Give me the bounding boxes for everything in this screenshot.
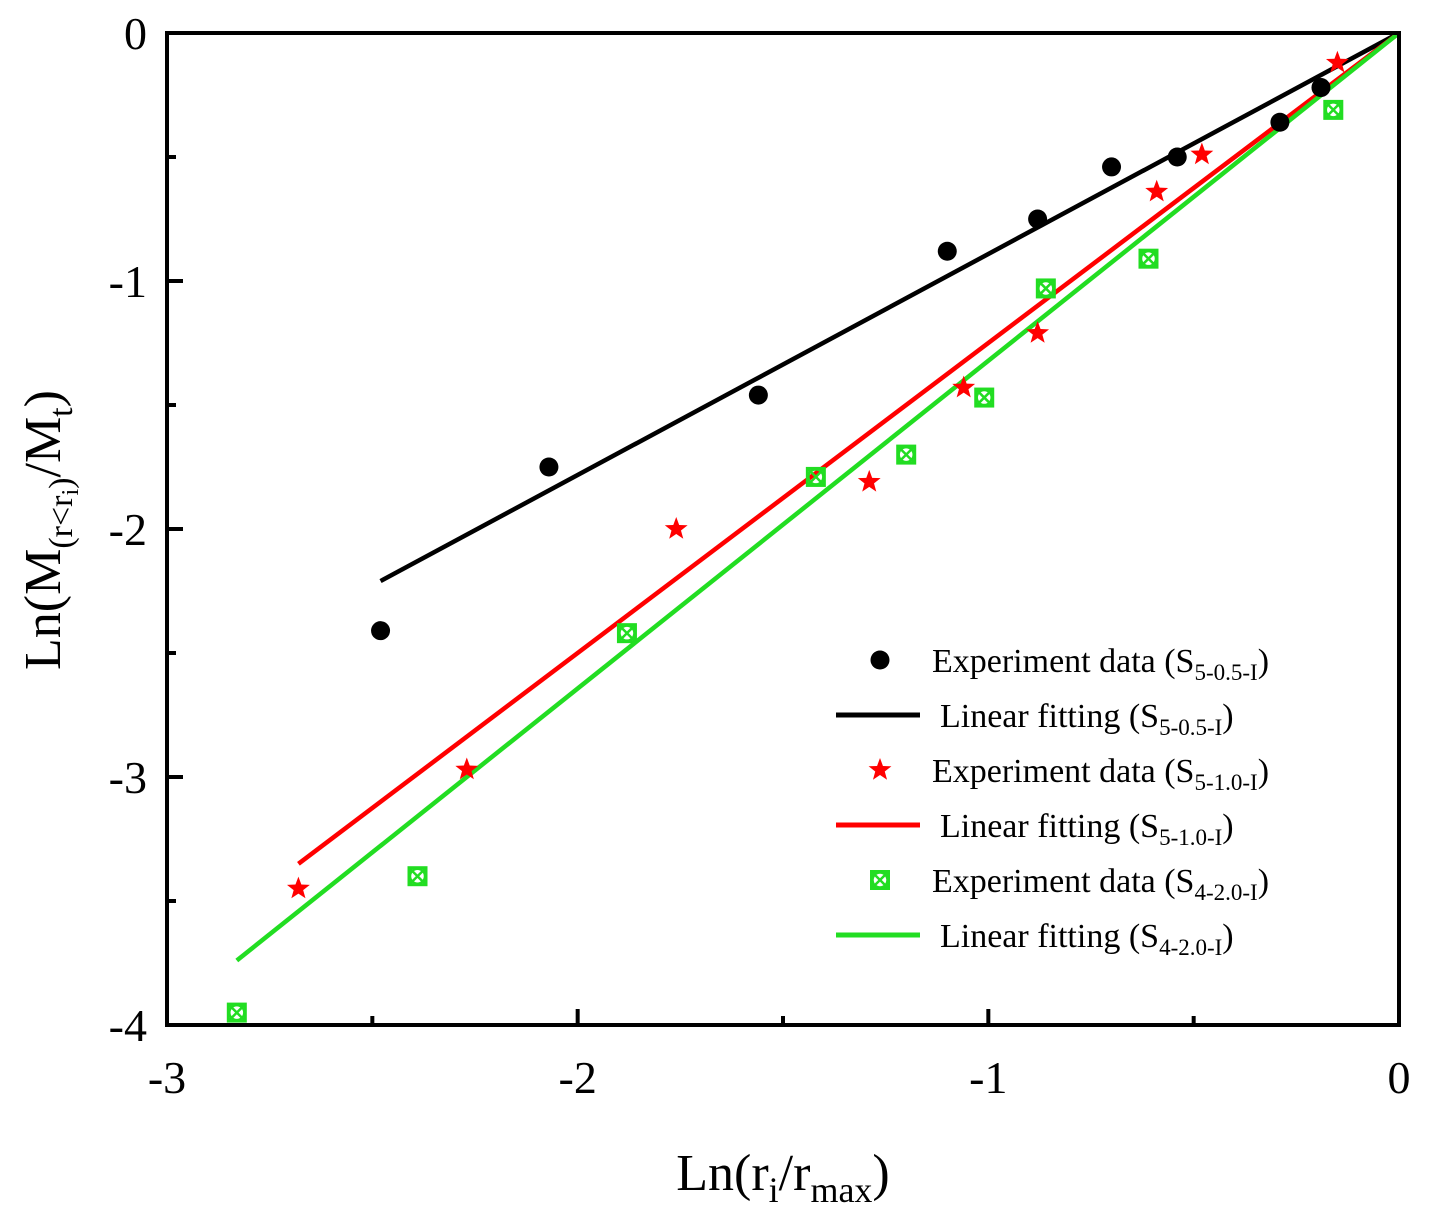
tick-labels: -3 -2 -1 0-4-3-2-10 bbox=[109, 8, 1411, 1103]
crossed-square-marker bbox=[616, 623, 637, 644]
legend-entry: Experiment data (S5-1.0-I) bbox=[868, 753, 1269, 795]
legend-entry: Linear fitting (S5-0.5-I) bbox=[836, 698, 1234, 740]
legend-label: Experiment data (S5-1.0-I) bbox=[932, 753, 1269, 795]
crossed-square-marker bbox=[805, 466, 826, 487]
legend-label: Experiment data (S5-0.5-I) bbox=[932, 643, 1269, 685]
legend: Experiment data (S5-0.5-I) Linear fitting… bbox=[836, 643, 1269, 960]
legend-entry: Experiment data (S5-0.5-I) bbox=[870, 643, 1269, 685]
x-tick-label: -1 bbox=[969, 1052, 1007, 1103]
x-tick-label: -2 bbox=[559, 1052, 597, 1103]
plot-frame bbox=[165, 31, 1401, 1027]
y-tick-label: 0 bbox=[124, 8, 147, 59]
circle-marker bbox=[1311, 78, 1331, 98]
legend-marker-swatch bbox=[870, 650, 890, 670]
legend-label: Experiment data (S4-2.0-I) bbox=[932, 863, 1269, 905]
star-marker bbox=[1026, 321, 1050, 343]
x-axis-title: Ln(ri/rmax) bbox=[676, 1145, 890, 1210]
legend-label: Linear fitting (S5-1.0-I) bbox=[940, 808, 1234, 850]
x-tick-label: 0 bbox=[1388, 1052, 1411, 1103]
legend-label: Linear fitting (S5-0.5-I) bbox=[940, 698, 1234, 740]
fit-line bbox=[297, 31, 1401, 866]
fit-line bbox=[379, 31, 1401, 584]
star-marker bbox=[664, 517, 688, 539]
crossed-square-marker bbox=[1035, 278, 1056, 299]
star-marker bbox=[857, 469, 881, 492]
star-marker bbox=[1145, 179, 1169, 202]
legend-entry: Experiment data (S4-2.0-I) bbox=[870, 863, 1269, 905]
circle-marker bbox=[1102, 157, 1122, 177]
circle-marker bbox=[1270, 112, 1290, 132]
legend-entry: Linear fitting (S4-2.0-I) bbox=[836, 918, 1234, 960]
circle-marker bbox=[748, 385, 768, 405]
star-marker bbox=[1325, 50, 1349, 73]
legend-marker-swatch bbox=[870, 870, 890, 890]
circle-marker bbox=[1028, 209, 1048, 229]
fit-lines bbox=[235, 31, 1401, 963]
circle-marker bbox=[539, 457, 559, 477]
legend-label: Linear fitting (S4-2.0-I) bbox=[940, 918, 1234, 960]
y-tick-label: -1 bbox=[109, 256, 147, 307]
y-tick-label: -2 bbox=[109, 504, 147, 555]
crossed-square-marker bbox=[974, 387, 995, 408]
star-marker bbox=[1190, 142, 1214, 165]
fit-line bbox=[235, 31, 1401, 963]
crossed-square-marker bbox=[896, 444, 917, 465]
legend-entry: Linear fitting (S5-1.0-I) bbox=[836, 808, 1234, 850]
star-marker bbox=[287, 876, 310, 899]
circle-marker bbox=[1167, 147, 1187, 167]
legend-marker-swatch bbox=[868, 758, 892, 780]
crossed-square-marker bbox=[1138, 248, 1159, 269]
star-marker bbox=[952, 375, 976, 398]
markers bbox=[226, 50, 1349, 1023]
crossed-square-marker bbox=[1323, 99, 1344, 120]
y-tick-label: -3 bbox=[109, 752, 147, 803]
circle-marker bbox=[371, 621, 391, 641]
crossed-square-marker bbox=[407, 866, 428, 887]
star-marker bbox=[455, 757, 479, 780]
circle-marker bbox=[937, 241, 957, 261]
y-tick-label: -4 bbox=[109, 1000, 147, 1051]
x-tick-label: -3 bbox=[148, 1052, 186, 1103]
crossed-square-marker bbox=[226, 1002, 247, 1023]
y-axis-title: Ln(M(r<ri)/Mt) bbox=[15, 390, 84, 670]
